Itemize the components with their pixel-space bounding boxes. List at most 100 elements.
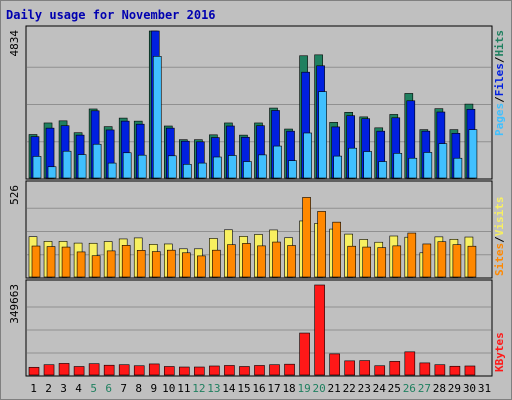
bar-kbytes-day-23: [359, 360, 371, 376]
legend-sites-visits: Sites/Visits: [493, 197, 506, 277]
x-tick-label-day-28: 28: [433, 382, 446, 395]
legend-pages-files-hits-part: /: [493, 96, 506, 103]
bar-sites-day-20: [317, 211, 326, 278]
bar-sites-day-6: [106, 250, 116, 278]
legend-sites-visits-part: Visits: [493, 197, 506, 237]
x-tick-label-day-11: 11: [177, 382, 190, 395]
bar-sites-day-29: [452, 244, 462, 278]
bar-pages-day-3: [62, 150, 72, 179]
bar-sites-day-19: [302, 197, 311, 278]
bar-sites-day-9: [151, 251, 161, 278]
bar-kbytes-day-28: [434, 364, 446, 376]
legend-sites-visits-part: Sites: [493, 243, 506, 276]
bar-pages-day-9: [152, 56, 162, 179]
bar-pages-day-12: [198, 162, 207, 179]
x-tick-label-day-15: 15: [237, 382, 250, 395]
bar-pages-day-19: [303, 132, 312, 179]
x-tick-label-day-5: 5: [90, 382, 97, 395]
bar-sites-day-22: [347, 245, 356, 278]
bar-kbytes-day-9: [148, 363, 160, 376]
x-tick-label-day-3: 3: [60, 382, 67, 395]
bar-sites-day-15: [242, 243, 251, 278]
bar-kbytes-day-1: [28, 366, 40, 376]
legend-pages-files-hits: Pages/Files/Hits: [493, 30, 506, 136]
bar-kbytes-day-18: [284, 363, 295, 376]
bar-kbytes-day-20: [314, 284, 325, 376]
legend-kbytes-part: KBytes: [493, 332, 506, 372]
bar-kbytes-day-22: [344, 360, 355, 376]
bar-pages-day-15: [243, 161, 252, 179]
bar-kbytes-day-30: [464, 365, 476, 376]
bar-kbytes-day-10: [163, 366, 175, 376]
bar-kbytes-day-4: [73, 366, 85, 376]
bar-pages-day-26: [408, 157, 418, 179]
x-tick-label-day-14: 14: [222, 382, 236, 395]
bar-pages-day-20: [318, 91, 327, 179]
legend-pages-files-hits-part: Hits: [493, 30, 506, 57]
panel-middle-ymax-label: 526: [8, 185, 21, 205]
x-tick-label-day-21: 21: [328, 382, 341, 395]
bar-pages-day-6: [107, 162, 117, 179]
bar-sites-day-30: [467, 245, 477, 278]
bar-pages-day-29: [453, 157, 463, 179]
x-tick-label-day-26: 26: [403, 382, 416, 395]
x-tick-label-day-19: 19: [297, 382, 310, 395]
bar-kbytes-day-5: [88, 363, 100, 376]
bar-kbytes-day-3: [58, 363, 70, 376]
bar-sites-day-27: [422, 243, 432, 278]
bar-pages-day-30: [468, 129, 478, 179]
bar-sites-day-11: [182, 252, 191, 278]
x-tick-label-day-23: 23: [358, 382, 371, 395]
x-tick-label-day-13: 13: [207, 382, 220, 395]
bar-sites-day-12: [197, 255, 206, 278]
bar-kbytes-day-25: [389, 361, 401, 376]
x-tick-label-day-24: 24: [373, 382, 387, 395]
bar-kbytes-day-15: [239, 366, 250, 376]
x-tick-label-day-18: 18: [282, 382, 295, 395]
bar-sites-day-23: [362, 246, 372, 278]
legend-kbytes: KBytes: [493, 332, 506, 372]
bar-pages-day-25: [393, 153, 403, 179]
legend-pages-files-hits-part: /: [493, 56, 506, 63]
bar-sites-day-21: [332, 221, 341, 278]
bar-pages-day-22: [348, 147, 357, 179]
panel-bottom-area: [25, 279, 493, 377]
bar-pages-day-16: [258, 154, 267, 179]
legend-pages-files-hits-part: Pages: [493, 103, 506, 136]
bar-kbytes-day-16: [254, 365, 265, 376]
bar-pages-day-17: [273, 145, 282, 179]
x-tick-label-day-10: 10: [162, 382, 175, 395]
x-tick-label-day-2: 2: [45, 382, 52, 395]
x-tick-label-day-25: 25: [388, 382, 401, 395]
bar-sites-day-8: [136, 250, 146, 278]
bar-pages-day-10: [167, 155, 177, 179]
bar-kbytes-day-14: [224, 365, 235, 376]
x-tick-label-day-17: 17: [267, 382, 280, 395]
x-tick-label-day-30: 30: [463, 382, 476, 395]
bar-sites-day-18: [287, 245, 296, 278]
legend-pages-files-hits-part: Files: [493, 63, 506, 96]
bar-kbytes-day-27: [419, 362, 431, 376]
bar-sites-day-24: [377, 247, 387, 278]
bar-pages-day-7: [122, 152, 132, 179]
bar-kbytes-day-6: [103, 364, 115, 376]
x-tick-label-day-1: 1: [30, 382, 37, 395]
bar-kbytes-day-17: [269, 364, 280, 376]
bar-kbytes-day-8: [133, 365, 145, 376]
x-tick-label-day-20: 20: [313, 382, 326, 395]
bar-kbytes-day-19: [299, 332, 310, 376]
bar-pages-day-14: [228, 155, 237, 179]
x-tick-label-day-29: 29: [448, 382, 461, 395]
bar-pages-day-1: [32, 156, 42, 179]
x-tick-label-day-9: 9: [150, 382, 157, 395]
x-tick-label-day-6: 6: [105, 382, 112, 395]
bar-pages-day-13: [213, 156, 222, 179]
bar-sites-day-10: [166, 249, 176, 278]
bar-pages-day-27: [423, 152, 433, 179]
bar-sites-day-28: [437, 241, 447, 278]
bar-sites-day-25: [392, 245, 402, 278]
x-tick-label-day-4: 4: [75, 382, 82, 395]
x-tick-label-day-31: 31: [478, 382, 491, 395]
x-tick-label-day-16: 16: [252, 382, 265, 395]
